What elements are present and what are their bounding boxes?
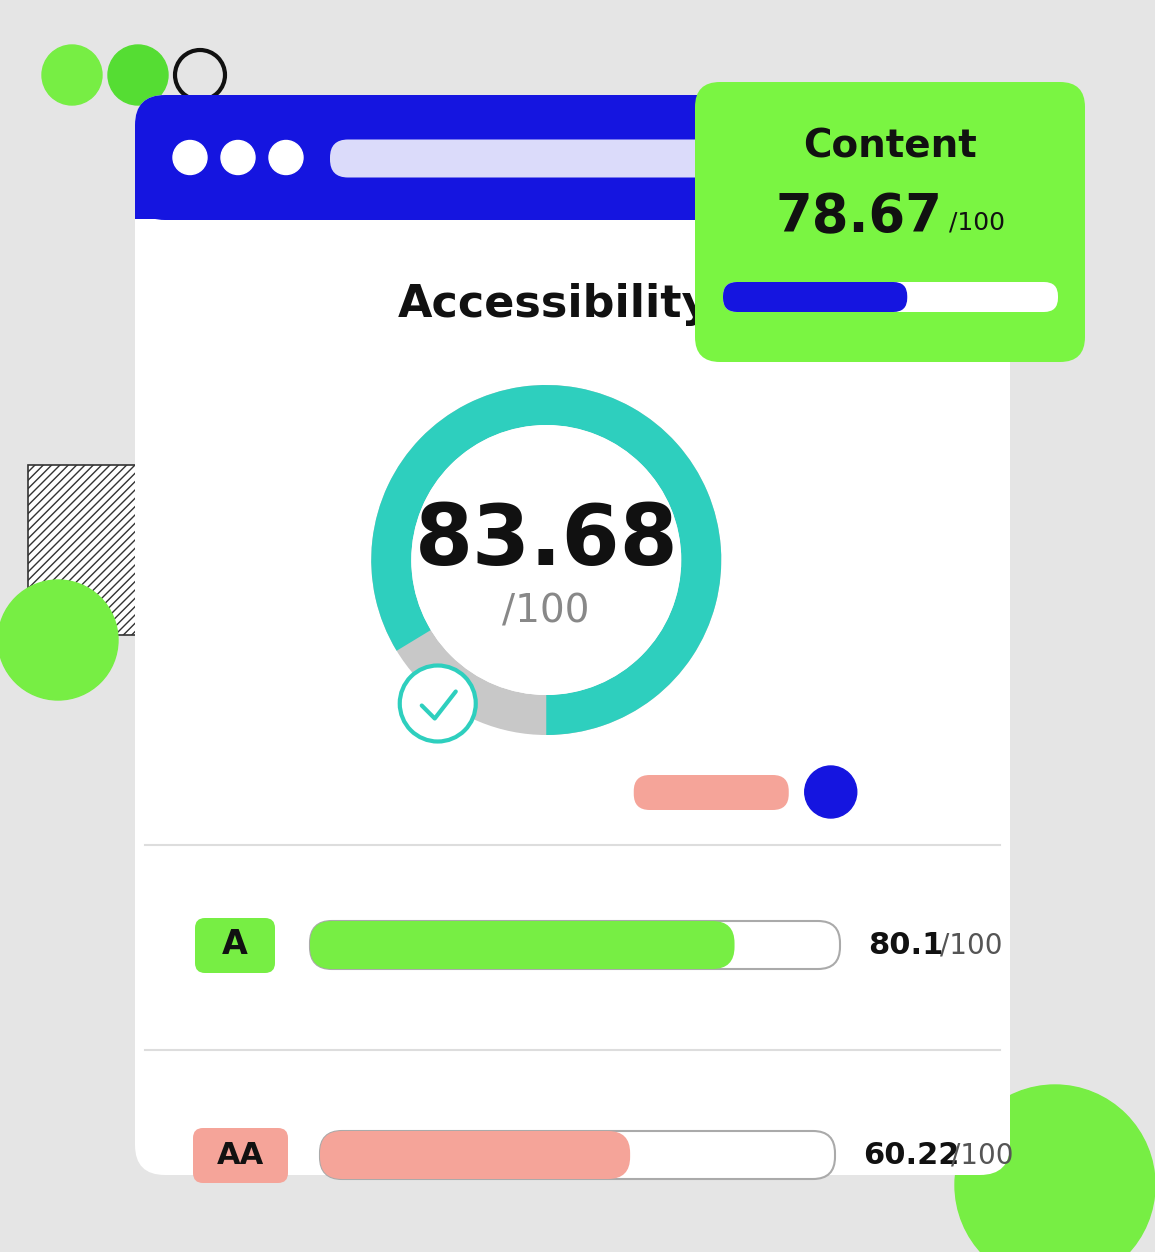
Circle shape bbox=[400, 666, 476, 741]
FancyBboxPatch shape bbox=[723, 282, 907, 312]
Text: /100: /100 bbox=[951, 1141, 1013, 1169]
Circle shape bbox=[411, 424, 681, 695]
Text: A: A bbox=[222, 929, 248, 962]
Bar bbox=[135, 156, 1009, 219]
Text: 80.1: 80.1 bbox=[869, 930, 944, 959]
Text: /100: /100 bbox=[502, 593, 590, 631]
Text: /100: /100 bbox=[948, 210, 1005, 234]
Circle shape bbox=[269, 140, 303, 174]
Circle shape bbox=[173, 140, 207, 174]
Text: 78.67: 78.67 bbox=[775, 192, 942, 243]
Circle shape bbox=[42, 45, 102, 105]
FancyBboxPatch shape bbox=[195, 918, 275, 973]
FancyBboxPatch shape bbox=[695, 81, 1085, 362]
Circle shape bbox=[955, 1085, 1155, 1252]
FancyBboxPatch shape bbox=[193, 1128, 288, 1183]
Bar bbox=[28, 464, 203, 635]
FancyBboxPatch shape bbox=[320, 1131, 835, 1179]
FancyBboxPatch shape bbox=[634, 775, 789, 810]
Text: 60.22: 60.22 bbox=[863, 1141, 960, 1169]
Wedge shape bbox=[371, 386, 721, 735]
Circle shape bbox=[221, 140, 255, 174]
Circle shape bbox=[805, 766, 857, 818]
Circle shape bbox=[109, 45, 167, 105]
Text: Content: Content bbox=[803, 128, 977, 167]
FancyBboxPatch shape bbox=[320, 1131, 631, 1179]
Text: 83.68: 83.68 bbox=[415, 502, 678, 582]
FancyBboxPatch shape bbox=[310, 921, 840, 969]
FancyBboxPatch shape bbox=[135, 95, 1009, 220]
Wedge shape bbox=[371, 386, 721, 735]
Text: Accessibility: Accessibility bbox=[398, 283, 711, 327]
FancyBboxPatch shape bbox=[330, 139, 975, 178]
FancyBboxPatch shape bbox=[310, 921, 735, 969]
Text: /100: /100 bbox=[940, 931, 1003, 959]
Circle shape bbox=[0, 580, 118, 700]
Bar bbox=[28, 464, 203, 635]
FancyBboxPatch shape bbox=[135, 95, 1009, 1174]
FancyBboxPatch shape bbox=[723, 282, 1058, 312]
Text: AA: AA bbox=[216, 1141, 263, 1169]
